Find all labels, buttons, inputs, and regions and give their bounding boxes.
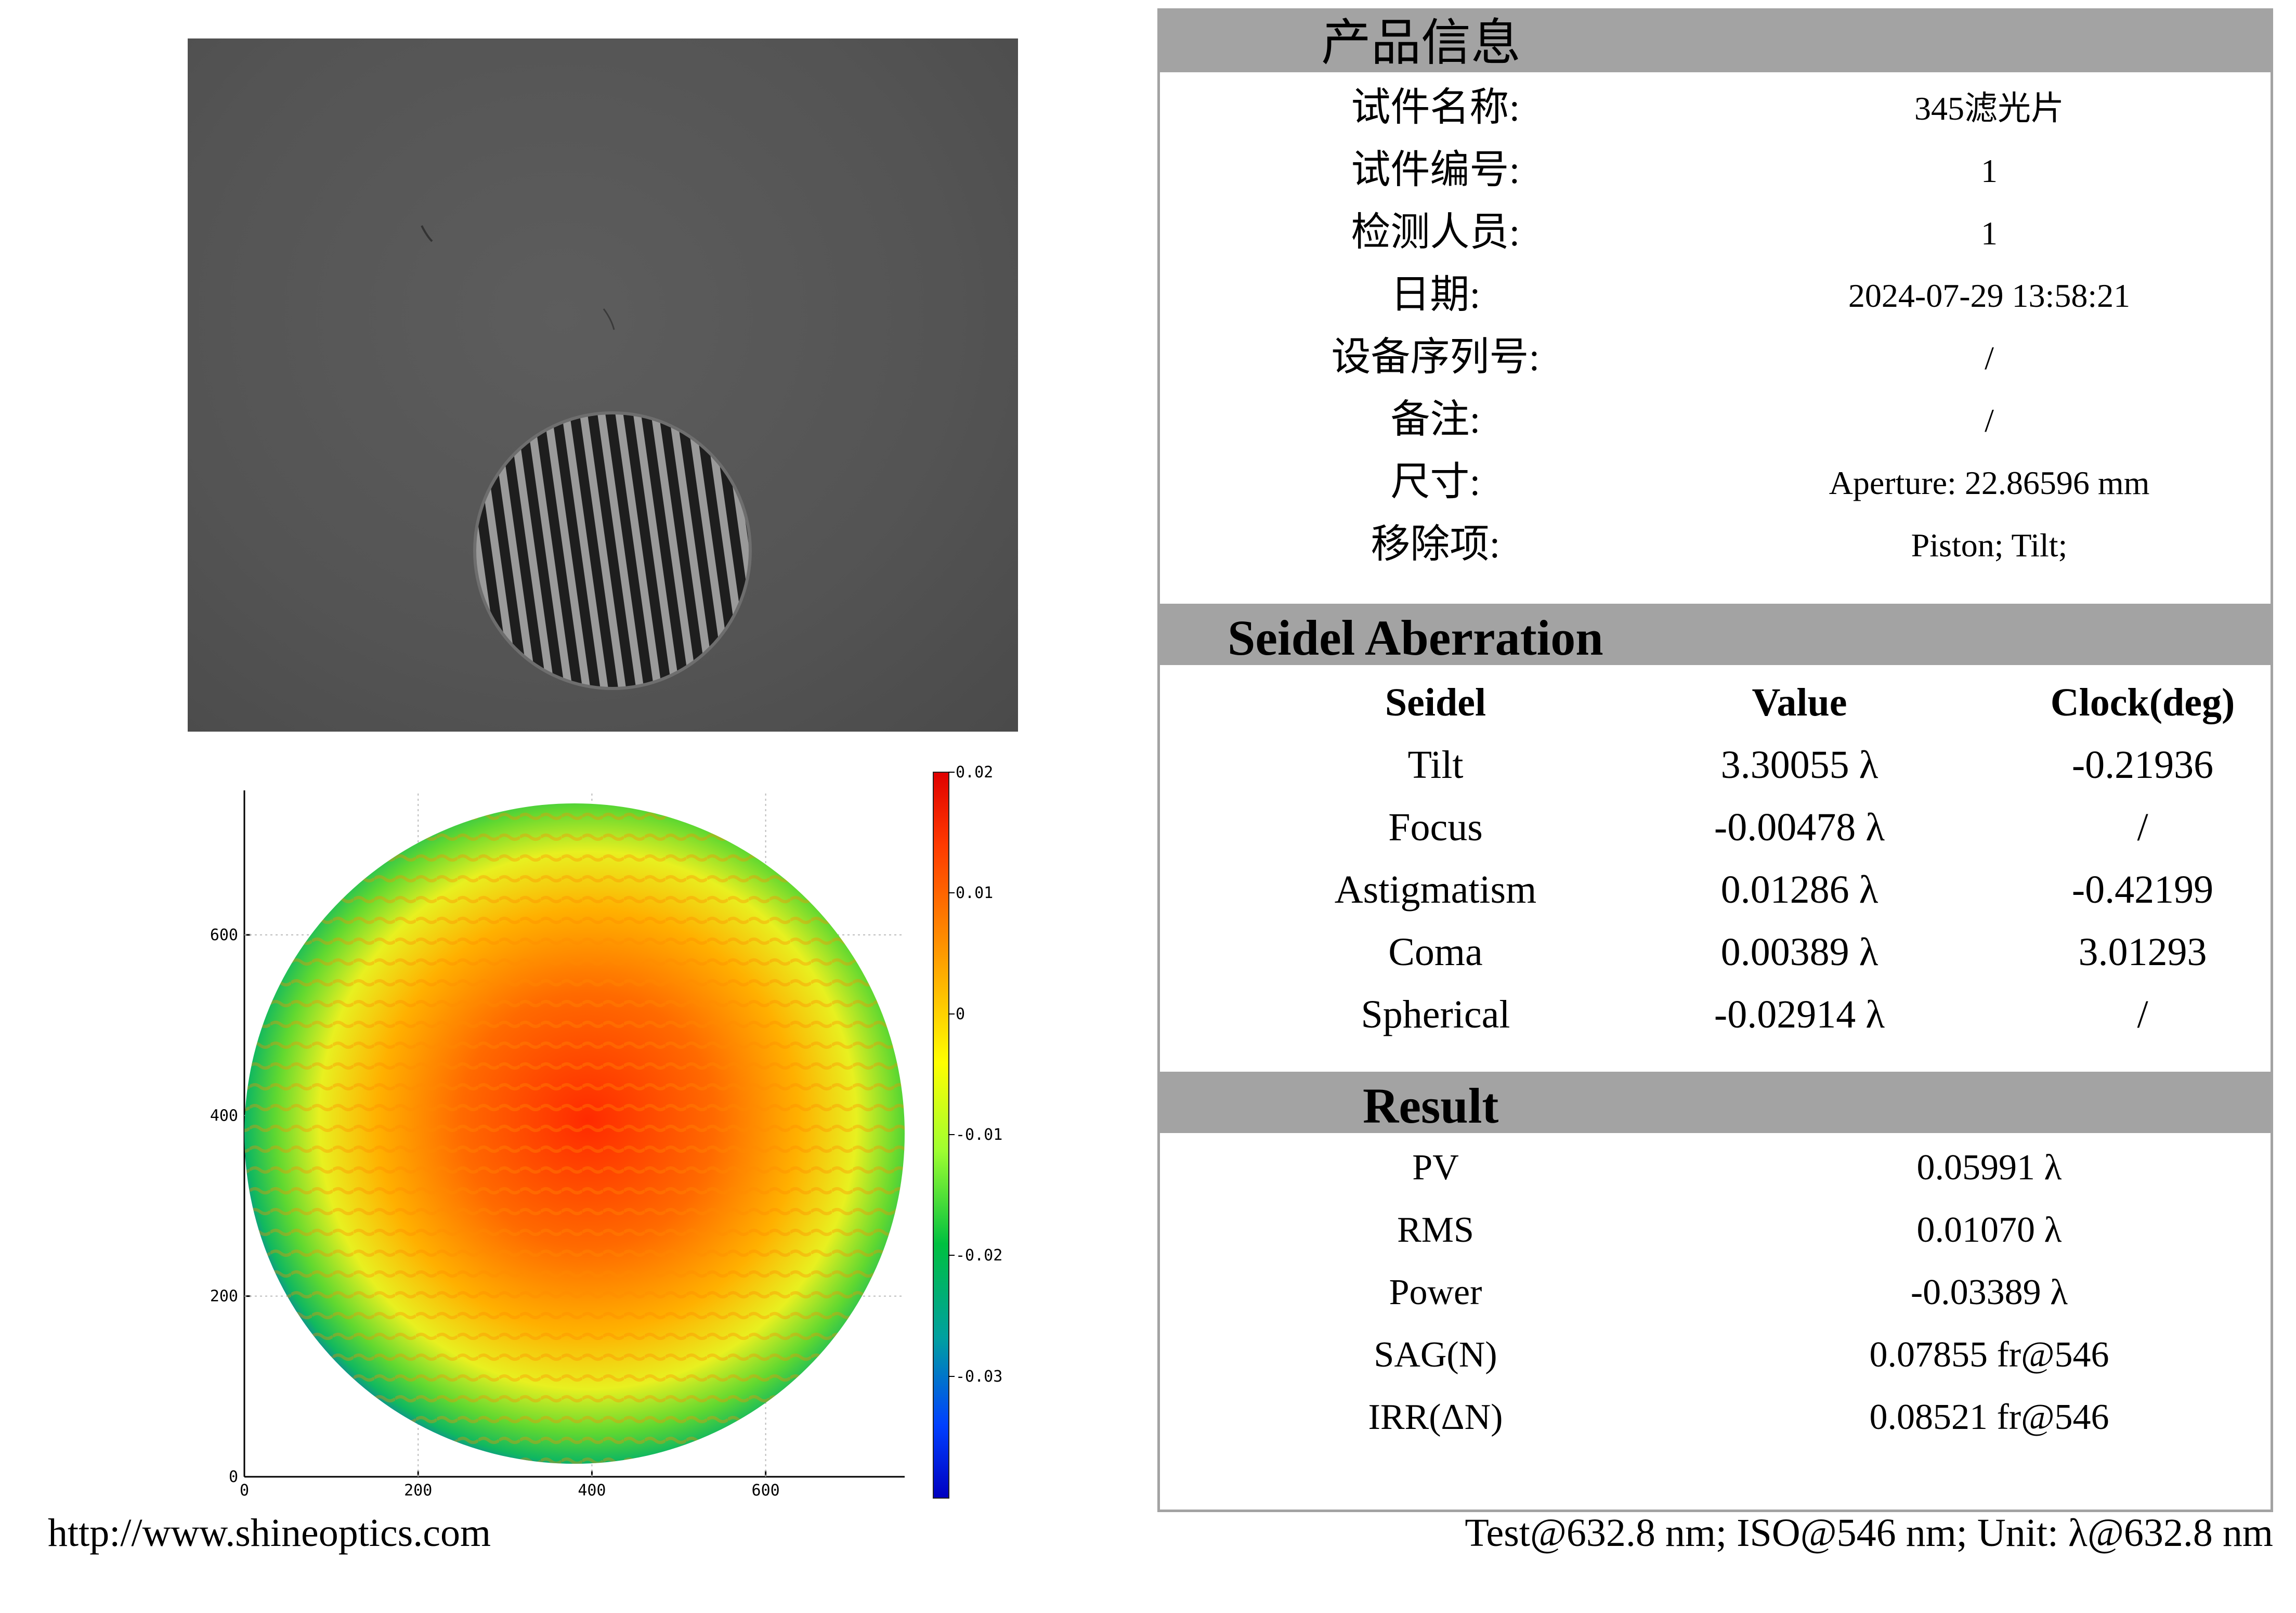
seidel-header xyxy=(1160,604,2271,665)
x-tick-label: 200 xyxy=(404,1481,432,1500)
y-tick-label: 400 xyxy=(210,1107,238,1125)
seidel-title: Seidel Aberration xyxy=(1228,610,1603,666)
colorbar-tick-label: 0.01 xyxy=(956,884,994,903)
result-title: Result xyxy=(1363,1078,1499,1134)
result-label: PV xyxy=(1412,1148,1459,1188)
product-info-value: 345滤光片 xyxy=(1914,90,2064,127)
product-info-value: / xyxy=(1985,340,1994,376)
seidel-cell: 3.01293 xyxy=(2078,930,2207,974)
surface-map-chart: 0 200 400 600 0 200 400 600 xyxy=(187,764,1029,1508)
seidel-cell: / xyxy=(2137,993,2148,1036)
seidel-cell: Spherical xyxy=(1361,993,1510,1036)
y-tick-label: 0 xyxy=(229,1468,238,1486)
product-info-label: 试件名称: xyxy=(1351,86,1520,129)
x-tick-label: 0 xyxy=(240,1481,249,1500)
result-header xyxy=(1160,1072,2271,1133)
product-info-value: Aperture: 22.86596 mm xyxy=(1829,464,2150,501)
surface-map-plot: 0 200 400 600 0 200 400 600 xyxy=(210,790,905,1500)
product-info-label: 移除项: xyxy=(1371,523,1501,566)
result-value: 0.07855 fr@546 xyxy=(1869,1335,2109,1375)
product-info-title: 产品信息 xyxy=(1321,15,1521,71)
seidel-cell: Tilt xyxy=(1407,743,1464,787)
colorbar-tick xyxy=(948,1013,955,1014)
product-info-label: 试件编号: xyxy=(1351,148,1520,192)
seidel-column-header: Value xyxy=(1752,681,1847,724)
product-info-value: 1 xyxy=(1981,215,1998,252)
seidel-cell: 0.01286 λ xyxy=(1720,868,1878,912)
product-info-label: 备注: xyxy=(1390,398,1481,441)
product-info-value: 1 xyxy=(1981,152,1998,189)
colorbar-tick xyxy=(948,892,955,894)
result-value: 0.08521 fr@546 xyxy=(1869,1397,2109,1437)
result-value: 0.01070 λ xyxy=(1916,1210,2062,1250)
footer-url: http://www.shineoptics.com xyxy=(48,1511,491,1555)
interferogram-image xyxy=(188,38,1018,732)
product-info-value: / xyxy=(1985,402,1994,439)
x-tick-label: 400 xyxy=(578,1481,606,1500)
result-value: -0.03389 λ xyxy=(1910,1272,2068,1312)
colorbar-tick-label: 0.02 xyxy=(956,763,994,782)
product-info-label: 日期: xyxy=(1390,273,1481,317)
report-panel: 产品信息 试件名称: 345滤光片试件编号: 1 检测人员: 1 日期: 2024-07-2… xyxy=(1157,8,2273,1512)
seidel-cell: / xyxy=(2137,805,2148,849)
colorbar xyxy=(933,772,949,1499)
result-value: 0.05991 λ xyxy=(1916,1148,2062,1188)
colorbar-tick-label: -0.01 xyxy=(956,1126,1003,1144)
seidel-cell: -0.00478 λ xyxy=(1714,805,1885,849)
seidel-column-header: Seidel xyxy=(1385,681,1486,724)
product-info-value: 2024-07-29 13:58:21 xyxy=(1848,277,2131,314)
seidel-cell: Coma xyxy=(1388,930,1483,974)
seidel-cell: -0.21936 xyxy=(2071,743,2214,787)
result-label: SAG(N) xyxy=(1374,1335,1497,1375)
colorbar-tick xyxy=(948,1375,955,1377)
product-info-label: 检测人员: xyxy=(1351,211,1520,254)
result-label: IRR(ΔN) xyxy=(1368,1397,1503,1437)
colorbar-tick-label: -0.02 xyxy=(956,1246,1003,1265)
result-label: Power xyxy=(1389,1272,1482,1312)
seidel-cell: -0.02914 λ xyxy=(1714,993,1885,1036)
colorbar-tick-label: 0 xyxy=(956,1005,966,1023)
result-label: RMS xyxy=(1397,1210,1474,1250)
y-tick-label: 600 xyxy=(210,926,238,944)
product-info-label: 尺寸: xyxy=(1390,460,1481,504)
seidel-cell: Astigmatism xyxy=(1334,868,1537,912)
interferogram-fringes xyxy=(421,225,752,690)
seidel-cell: 3.30055 λ xyxy=(1720,743,1878,787)
product-info-value: Piston; Tilt; xyxy=(1911,527,2068,564)
product-info-label: 设备序列号: xyxy=(1331,335,1540,379)
seidel-column-header: Clock(deg) xyxy=(2050,681,2235,724)
seidel-cell: 0.00389 λ xyxy=(1720,930,1878,974)
colorbar-tick-label: -0.03 xyxy=(956,1367,1003,1386)
seidel-cell: Focus xyxy=(1388,805,1483,849)
footer-units: Test@632.8 nm; ISO@546 nm; Unit: λ@632.8… xyxy=(1465,1511,2273,1555)
colorbar-tick xyxy=(948,1134,955,1135)
colorbar-tick xyxy=(948,1255,955,1256)
x-tick-label: 600 xyxy=(752,1481,780,1500)
y-tick-label: 200 xyxy=(210,1287,238,1306)
seidel-cell: -0.42199 xyxy=(2071,868,2214,912)
product-info-header xyxy=(1160,11,2271,72)
colorbar-tick xyxy=(948,772,955,773)
